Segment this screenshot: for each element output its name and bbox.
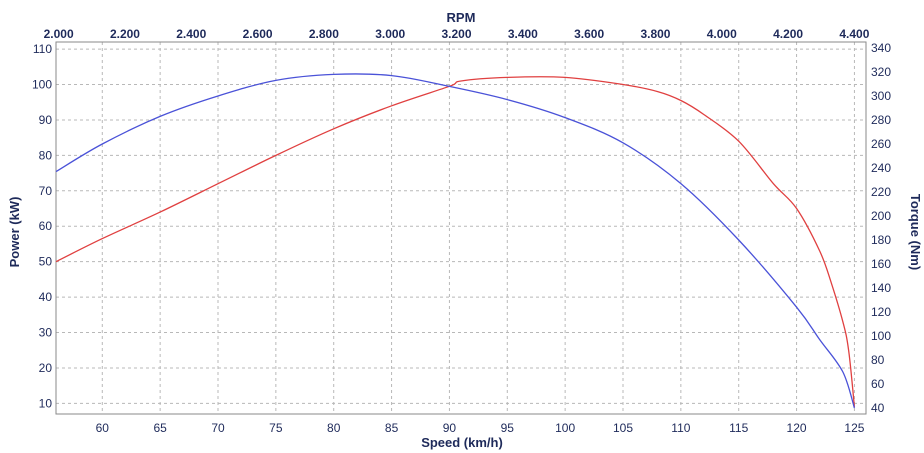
- x-top-tick-label: 3.000: [375, 27, 405, 41]
- x-top-axis-title: RPM: [447, 10, 476, 25]
- x-bottom-tick-label: 125: [844, 421, 864, 435]
- x-bottom-axis-title: Speed (km/h): [421, 435, 503, 450]
- y-right-axis-title: Torque (Nm): [908, 194, 923, 270]
- x-top-tick-label: 3.600: [574, 27, 604, 41]
- plot-frame: [55, 41, 867, 415]
- x-bottom-tick-label: 85: [385, 421, 399, 435]
- y-right-tick-label: 40: [871, 401, 885, 415]
- y-right-tick-label: 140: [871, 281, 891, 295]
- x-top-tick-label: 3.400: [508, 27, 538, 41]
- y-left-tick-label: 50: [39, 255, 53, 269]
- power-series-line: [55, 76, 856, 407]
- y-left-tick-label: 10: [39, 396, 53, 410]
- x-top-tick-label: 4.400: [839, 27, 869, 41]
- y-right-tick-label: 120: [871, 305, 891, 319]
- x-top-tick-label: 3.200: [442, 27, 472, 41]
- y-right-tick-label: 180: [871, 233, 891, 247]
- y-right-tick-label: 240: [871, 161, 891, 175]
- y-left-tick-label: 70: [39, 184, 53, 198]
- x-top-tick-label: 2.400: [176, 27, 206, 41]
- y-left-tick-label: 40: [39, 290, 53, 304]
- x-bottom-tick-label: 115: [729, 421, 748, 435]
- x-top-tick-label: 2.000: [44, 27, 74, 41]
- y-right-tick-label: 200: [871, 209, 891, 223]
- x-top-tick-label: 3.800: [640, 27, 670, 41]
- torque-series-line: [55, 73, 856, 409]
- grid: [56, 42, 866, 414]
- x-bottom-tick-label: 95: [501, 421, 515, 435]
- y-left-axis-title: Power (kW): [7, 197, 22, 268]
- y-left-tick-label: 90: [39, 113, 53, 127]
- y-right-tick-label: 340: [871, 41, 891, 55]
- x-bottom-tick-label: 70: [211, 421, 225, 435]
- x-top-tick-label: 2.600: [243, 27, 273, 41]
- x-bottom-tick-label: 110: [671, 421, 690, 435]
- x-bottom-tick-label: 105: [613, 421, 633, 435]
- y-right-tick-label: 100: [871, 329, 891, 343]
- tick-labels: 60 65 70 75 80 85 90 95 100 105 110 115 120 125 2.000 2…: [32, 27, 891, 435]
- y-left-tick-label: 60: [39, 219, 53, 233]
- y-left-tick-label: 30: [39, 326, 53, 340]
- x-bottom-tick-label: 65: [153, 421, 167, 435]
- x-bottom-tick-label: 60: [96, 421, 110, 435]
- y-left-tick-label: 100: [32, 78, 52, 92]
- x-top-tick-label: 2.200: [110, 27, 140, 41]
- x-top-tick-label: 2.800: [309, 27, 339, 41]
- x-bottom-tick-label: 80: [327, 421, 341, 435]
- y-right-tick-label: 80: [871, 353, 885, 367]
- y-right-tick-label: 160: [871, 257, 891, 271]
- y-right-tick-label: 260: [871, 137, 891, 151]
- x-bottom-tick-label: 100: [555, 421, 575, 435]
- y-right-tick-label: 220: [871, 185, 891, 199]
- series-layer: [55, 73, 856, 409]
- y-right-tick-label: 60: [871, 377, 885, 391]
- x-bottom-tick-label: 75: [269, 421, 283, 435]
- y-left-tick-label: 80: [39, 148, 53, 162]
- y-right-tick-label: 300: [871, 89, 891, 103]
- y-left-tick-label: 110: [33, 42, 52, 56]
- y-right-tick-label: 320: [871, 65, 891, 79]
- x-bottom-tick-label: 120: [787, 421, 807, 435]
- x-top-tick-label: 4.000: [707, 27, 737, 41]
- x-top-tick-label: 4.200: [773, 27, 803, 41]
- x-bottom-tick-label: 90: [443, 421, 457, 435]
- y-right-tick-label: 280: [871, 113, 891, 127]
- y-left-tick-label: 20: [39, 361, 53, 375]
